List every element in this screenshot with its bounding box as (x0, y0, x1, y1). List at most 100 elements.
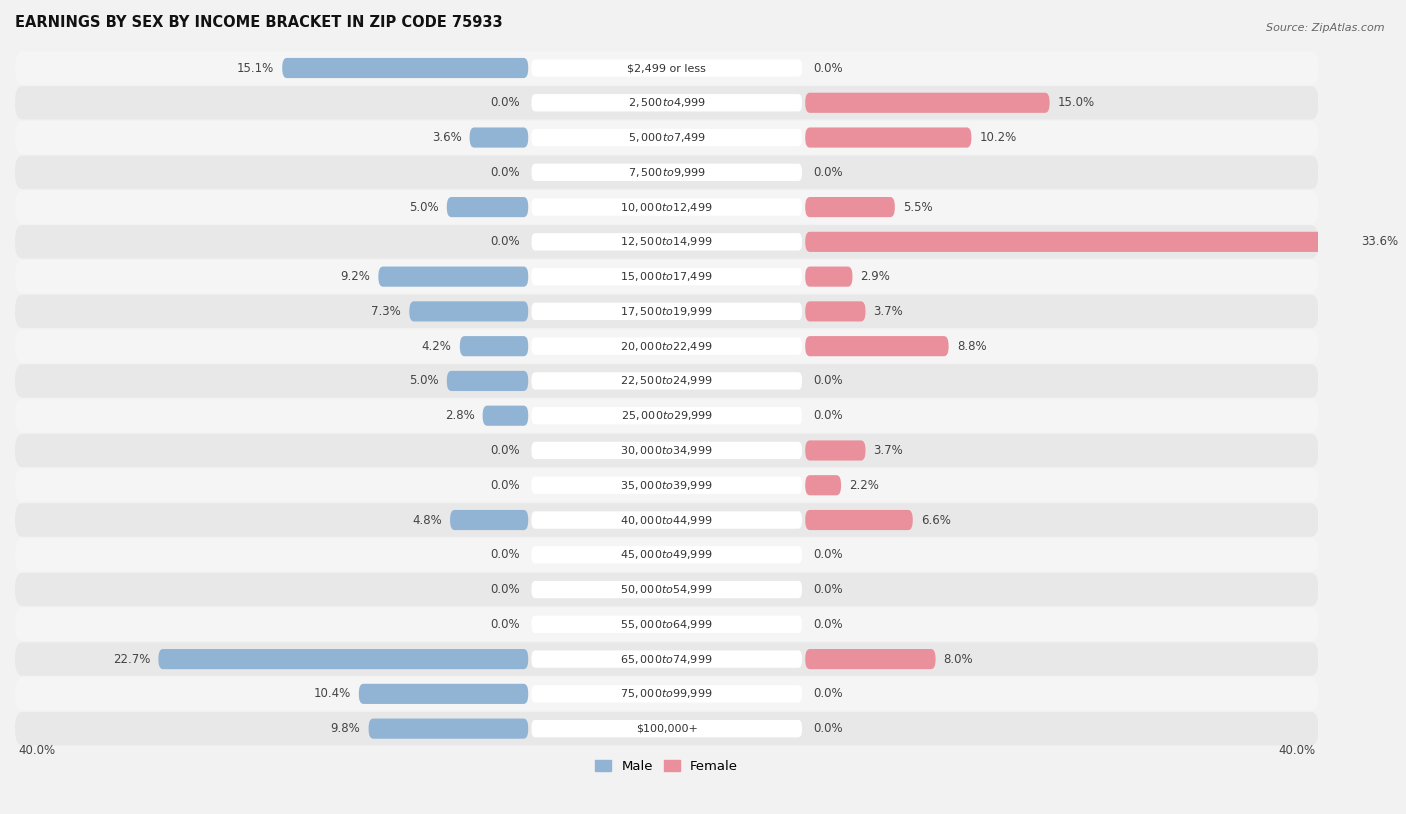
Text: 0.0%: 0.0% (813, 409, 844, 422)
Text: $22,500 to $24,999: $22,500 to $24,999 (620, 374, 713, 387)
Text: 15.1%: 15.1% (236, 62, 274, 75)
Text: $75,000 to $99,999: $75,000 to $99,999 (620, 687, 713, 700)
Text: $12,500 to $14,999: $12,500 to $14,999 (620, 235, 713, 248)
Text: 0.0%: 0.0% (813, 722, 844, 735)
Text: 0.0%: 0.0% (813, 374, 844, 387)
FancyBboxPatch shape (15, 469, 1319, 502)
Text: 22.7%: 22.7% (112, 653, 150, 666)
FancyBboxPatch shape (159, 649, 529, 669)
FancyBboxPatch shape (15, 538, 1319, 571)
FancyBboxPatch shape (447, 197, 529, 217)
FancyBboxPatch shape (531, 59, 801, 77)
Text: 2.8%: 2.8% (444, 409, 474, 422)
FancyBboxPatch shape (531, 442, 801, 459)
Text: 0.0%: 0.0% (491, 235, 520, 248)
Text: $45,000 to $49,999: $45,000 to $49,999 (620, 549, 713, 562)
FancyBboxPatch shape (15, 399, 1319, 432)
FancyBboxPatch shape (15, 607, 1319, 641)
Text: 2.9%: 2.9% (860, 270, 890, 283)
Legend: Male, Female: Male, Female (591, 755, 744, 778)
FancyBboxPatch shape (470, 128, 529, 147)
Text: EARNINGS BY SEX BY INCOME BRACKET IN ZIP CODE 75933: EARNINGS BY SEX BY INCOME BRACKET IN ZIP… (15, 15, 502, 30)
Text: $2,499 or less: $2,499 or less (627, 63, 706, 73)
FancyBboxPatch shape (531, 476, 801, 494)
FancyBboxPatch shape (460, 336, 529, 357)
Text: 15.0%: 15.0% (1057, 96, 1095, 109)
Text: $15,000 to $17,499: $15,000 to $17,499 (620, 270, 713, 283)
Text: 0.0%: 0.0% (813, 687, 844, 700)
Text: $40,000 to $44,999: $40,000 to $44,999 (620, 514, 713, 527)
FancyBboxPatch shape (15, 364, 1319, 397)
FancyBboxPatch shape (409, 301, 529, 322)
Text: 0.0%: 0.0% (491, 583, 520, 596)
Text: 3.7%: 3.7% (873, 444, 904, 457)
FancyBboxPatch shape (806, 197, 894, 217)
Text: 7.3%: 7.3% (371, 305, 401, 318)
Text: 33.6%: 33.6% (1361, 235, 1398, 248)
Text: 40.0%: 40.0% (1278, 744, 1315, 757)
FancyBboxPatch shape (482, 405, 529, 426)
FancyBboxPatch shape (15, 677, 1319, 711)
Text: $25,000 to $29,999: $25,000 to $29,999 (620, 409, 713, 422)
FancyBboxPatch shape (531, 94, 801, 112)
FancyBboxPatch shape (15, 260, 1319, 293)
FancyBboxPatch shape (806, 266, 852, 287)
Text: 0.0%: 0.0% (813, 549, 844, 562)
FancyBboxPatch shape (15, 573, 1319, 606)
Text: $10,000 to $12,499: $10,000 to $12,499 (620, 200, 713, 213)
Text: 6.6%: 6.6% (921, 514, 950, 527)
FancyBboxPatch shape (531, 546, 801, 563)
FancyBboxPatch shape (368, 719, 529, 739)
Text: 9.8%: 9.8% (330, 722, 360, 735)
FancyBboxPatch shape (531, 199, 801, 216)
FancyBboxPatch shape (15, 712, 1319, 746)
Text: 0.0%: 0.0% (491, 444, 520, 457)
FancyBboxPatch shape (806, 475, 841, 496)
Text: 40.0%: 40.0% (18, 744, 55, 757)
Text: Source: ZipAtlas.com: Source: ZipAtlas.com (1267, 23, 1385, 33)
Text: 10.4%: 10.4% (314, 687, 350, 700)
FancyBboxPatch shape (531, 615, 801, 633)
FancyBboxPatch shape (806, 301, 866, 322)
Text: 4.8%: 4.8% (412, 514, 441, 527)
Text: 10.2%: 10.2% (980, 131, 1017, 144)
FancyBboxPatch shape (359, 684, 529, 704)
FancyBboxPatch shape (450, 510, 529, 530)
FancyBboxPatch shape (15, 330, 1319, 363)
Text: 0.0%: 0.0% (491, 618, 520, 631)
Text: 3.6%: 3.6% (432, 131, 461, 144)
FancyBboxPatch shape (531, 233, 801, 251)
FancyBboxPatch shape (15, 434, 1319, 467)
Text: 8.8%: 8.8% (956, 339, 987, 352)
Text: 4.2%: 4.2% (422, 339, 451, 352)
Text: $35,000 to $39,999: $35,000 to $39,999 (620, 479, 713, 492)
FancyBboxPatch shape (531, 720, 801, 737)
FancyBboxPatch shape (531, 407, 801, 424)
FancyBboxPatch shape (531, 268, 801, 286)
FancyBboxPatch shape (531, 685, 801, 702)
FancyBboxPatch shape (806, 510, 912, 530)
Text: $100,000+: $100,000+ (636, 724, 697, 733)
FancyBboxPatch shape (531, 511, 801, 529)
FancyBboxPatch shape (806, 232, 1353, 252)
Text: $30,000 to $34,999: $30,000 to $34,999 (620, 444, 713, 457)
FancyBboxPatch shape (378, 266, 529, 287)
Text: 0.0%: 0.0% (813, 166, 844, 179)
FancyBboxPatch shape (806, 93, 1050, 113)
Text: 8.0%: 8.0% (943, 653, 973, 666)
FancyBboxPatch shape (283, 58, 529, 78)
FancyBboxPatch shape (15, 642, 1319, 676)
Text: 5.0%: 5.0% (409, 374, 439, 387)
Text: $2,500 to $4,999: $2,500 to $4,999 (627, 96, 706, 109)
FancyBboxPatch shape (531, 129, 801, 147)
FancyBboxPatch shape (531, 338, 801, 355)
Text: 0.0%: 0.0% (491, 166, 520, 179)
Text: $65,000 to $74,999: $65,000 to $74,999 (620, 653, 713, 666)
FancyBboxPatch shape (531, 303, 801, 320)
FancyBboxPatch shape (15, 503, 1319, 536)
Text: $50,000 to $54,999: $50,000 to $54,999 (620, 583, 713, 596)
Text: 2.2%: 2.2% (849, 479, 879, 492)
FancyBboxPatch shape (447, 371, 529, 391)
Text: 0.0%: 0.0% (813, 618, 844, 631)
Text: $7,500 to $9,999: $7,500 to $9,999 (627, 166, 706, 179)
